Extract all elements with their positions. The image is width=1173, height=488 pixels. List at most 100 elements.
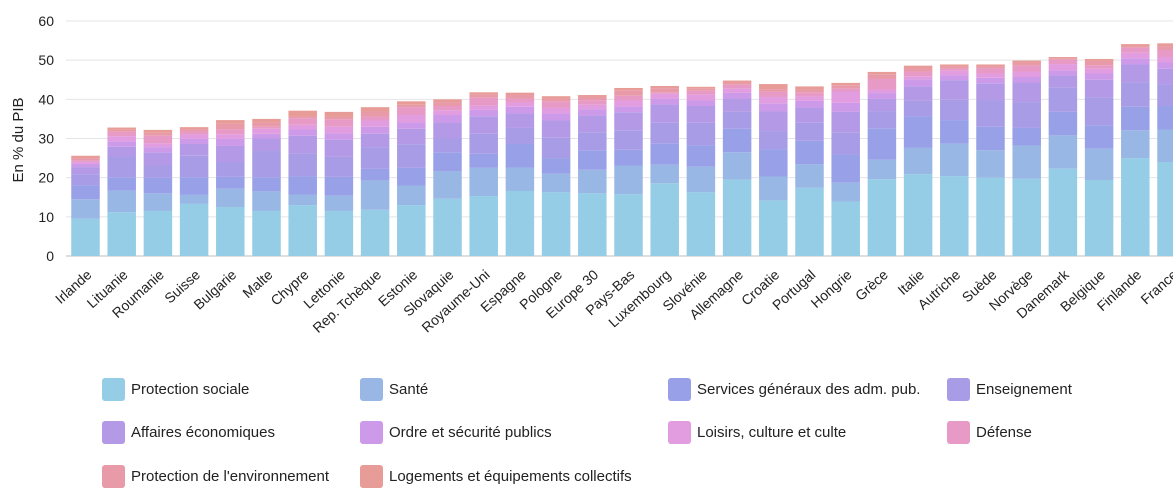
bar-segment [976,100,1005,127]
bar-segment [469,97,498,106]
y-tick-label: 50 [38,52,54,68]
bar-segment [1121,58,1150,65]
bar-segment [71,155,100,159]
bar-segment [650,98,679,105]
bar-segment [903,100,933,117]
bar-segment [940,176,969,256]
legend-item[interactable]: Ordre et sécurité publics [360,421,552,444]
bar-segment [433,115,462,123]
bar-segment [1084,79,1114,98]
bar-segment [795,100,824,108]
bar-segment [216,162,245,177]
legend-label: Logements et équipements collectifs [389,468,632,485]
legend-label: Santé [389,381,429,398]
legend-item[interactable]: Loisirs, culture et culte [668,421,846,444]
bar-segment [397,144,426,168]
bar-segment [976,177,1005,256]
bar-segment [107,141,136,147]
bar-segment [252,118,281,123]
bar-segment [324,133,354,140]
bar-segment [1121,158,1150,256]
bar-segment [795,140,824,165]
bar-segment [1084,125,1114,149]
bar-segment [107,177,136,191]
bar-segment [614,100,643,107]
bar-segment [1121,46,1150,48]
legend-item[interactable]: Santé [360,378,428,401]
bar-segment [252,191,281,211]
legend-label: Services généraux des adm. pub. [697,381,921,398]
bar-segment [614,95,643,101]
bar-segment [360,180,390,210]
legend-item[interactable]: Protection de l'environnement [102,465,329,488]
bar-segment [469,153,498,168]
bar-segment [71,185,100,200]
bar-segment [1084,58,1114,61]
bar-segment [1048,57,1078,59]
legend-swatch [668,378,691,401]
y-tick-label: 40 [38,91,54,107]
bar-segment [1048,111,1078,136]
bar-segment [469,167,498,197]
y-tick-label: 60 [38,13,54,29]
bar-segment [71,199,100,219]
bar-segment [1048,59,1078,65]
bar-segment [976,73,1005,78]
x-tick-label: France [1137,266,1173,307]
bar-segment [578,132,607,151]
y-axis-label: En % du PIB [10,97,27,182]
bar-segment [397,122,426,129]
bar-segment [288,153,317,177]
bar-segment [940,99,969,121]
x-tick-label: Grèce [852,266,891,304]
bar-segment [940,120,969,144]
bar-segment [650,92,679,94]
bar-segment [1157,62,1173,69]
bar-segment [252,133,281,139]
bar-segment [360,168,390,181]
bar-segment [107,131,136,137]
bar-segment [1157,162,1173,256]
bar-segment [903,65,933,68]
legend-item[interactable]: Logements et équipements collectifs [360,465,632,488]
bar-segment [759,176,788,201]
legend: Protection sociale Santé Services généraux… [102,378,1162,488]
bar-segment [903,86,933,101]
bar-segment [759,103,788,112]
legend-item[interactable]: Défense [947,421,1032,444]
legend-label: Enseignement [976,381,1072,398]
bar-segment [1048,64,1078,71]
legend-item[interactable]: Affaires économiques [102,421,275,444]
legend-item[interactable]: Services généraux des adm. pub. [668,378,920,401]
bar-segment [397,185,426,206]
bar-segment [397,104,426,108]
bar-segment [831,201,860,256]
bar-segment [1157,46,1173,50]
bar-segment [216,138,245,146]
bar-segment [1012,127,1041,146]
bar-segment [1121,106,1150,131]
bar-segment [288,118,317,125]
bar-segment [614,90,643,96]
bar-segment [614,130,643,150]
bar-segment [1012,102,1041,128]
bar-segment [541,113,571,121]
bar-segment [1048,70,1078,76]
legend-item[interactable]: Enseignement [947,378,1072,401]
bar-segment [940,68,969,71]
bar-segment [324,119,354,127]
bar-segment [1157,105,1173,130]
bar-segment [686,100,716,106]
bar-segment [541,158,571,174]
bar-segment [360,116,390,121]
bar-segment [867,159,897,180]
bar-segment [1084,68,1114,74]
legend-item[interactable]: Protection sociale [102,378,249,401]
bar-segment [541,173,571,193]
bar-segment [1084,60,1114,66]
bar-segment [940,143,969,177]
bar-segment [216,145,245,162]
bar-segment [686,166,716,193]
bar-segment [433,138,462,153]
bar-segment [324,195,354,211]
